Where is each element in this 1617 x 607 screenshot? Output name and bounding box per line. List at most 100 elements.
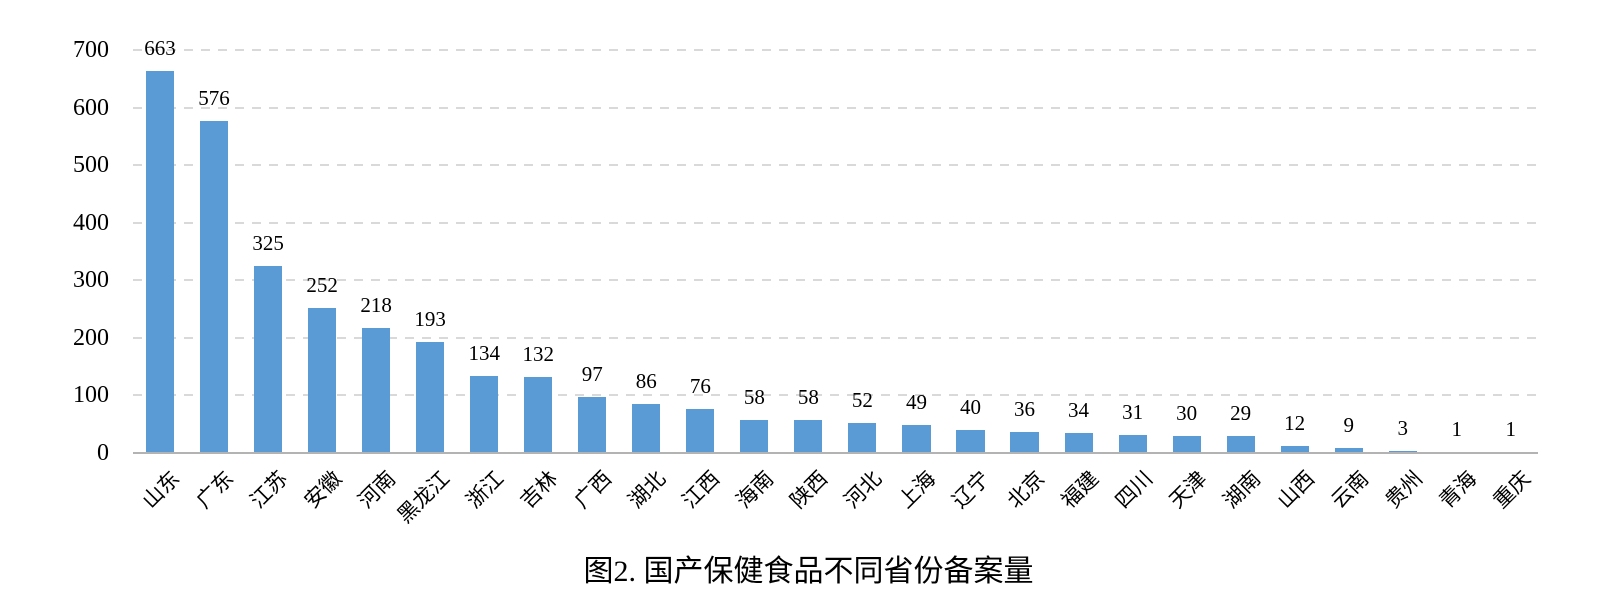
bar-云南 bbox=[1334, 447, 1363, 453]
bar-湖南 bbox=[1226, 436, 1255, 453]
bar-slot: 34 bbox=[1052, 50, 1106, 453]
bar-广西 bbox=[578, 397, 607, 453]
bar-series: 663 576 325 252 218 193 134 132 97 86 76 58 58 52 49 40… bbox=[133, 38, 1538, 453]
bar-value-label: 9 bbox=[1343, 412, 1354, 437]
x-tick-label-河南: 河南 bbox=[353, 466, 401, 513]
bar-海南 bbox=[740, 419, 769, 453]
y-tick-label-100: 100 bbox=[73, 382, 109, 409]
x-label-slot: 上海 bbox=[889, 455, 943, 550]
x-tick-label-四川: 四川 bbox=[1110, 466, 1157, 513]
bar-slot: 52 bbox=[835, 50, 889, 453]
bar-value-label: 76 bbox=[689, 374, 711, 399]
bar-北京 bbox=[1010, 432, 1039, 453]
bar-辽宁 bbox=[956, 429, 985, 453]
x-tick-label-福建: 福建 bbox=[1056, 466, 1103, 513]
bar-value-label: 34 bbox=[1068, 398, 1090, 423]
x-label-slot: 海南 bbox=[727, 455, 781, 550]
x-tick-label-陕西: 陕西 bbox=[785, 466, 833, 513]
x-axis-labels: 山东 广东 江苏 安徽 河南 黑龙江 浙江 吉林 广西 湖北 江西 海南 陕西 河北 上海 辽宁 北京 福建 四川天… bbox=[133, 455, 1538, 550]
plot-area: 0 100 200 300 400 500 600 700 663 576 325 252 218 19… bbox=[73, 38, 1538, 465]
bar-四川 bbox=[1118, 435, 1147, 453]
bar-slot: 218 bbox=[349, 50, 403, 453]
bar-slot: 30 bbox=[1160, 50, 1214, 453]
bar-山东 bbox=[145, 71, 175, 453]
x-tick-label-北京: 北京 bbox=[1002, 466, 1049, 513]
bar-value-label: 49 bbox=[905, 389, 927, 414]
x-tick-label-山东: 山东 bbox=[137, 466, 185, 513]
x-tick-label-安徽: 安徽 bbox=[299, 466, 347, 513]
bar-slot: 1 bbox=[1430, 50, 1484, 453]
x-tick-label-吉林: 吉林 bbox=[515, 466, 563, 513]
x-label-slot: 浙江 bbox=[457, 455, 511, 550]
x-label-slot: 黑龙江 bbox=[393, 455, 457, 550]
bar-slot: 252 bbox=[295, 50, 349, 453]
gridline-400 bbox=[133, 221, 1538, 224]
bar-浙江 bbox=[470, 375, 499, 453]
x-label-slot: 安徽 bbox=[295, 455, 349, 550]
bar-slot: 86 bbox=[619, 50, 673, 453]
bar-value-label: 134 bbox=[468, 340, 500, 365]
bar-value-label: 52 bbox=[851, 388, 873, 413]
x-tick-label-重庆: 重庆 bbox=[1488, 466, 1536, 513]
bar-slot: 325 bbox=[241, 50, 295, 453]
bar-slot: 76 bbox=[673, 50, 727, 453]
y-tick-label-0: 0 bbox=[97, 440, 109, 466]
x-label-slot: 河北 bbox=[835, 455, 889, 550]
bar-value-label: 29 bbox=[1230, 401, 1252, 426]
x-tick-label-河北: 河北 bbox=[840, 466, 887, 513]
bar-value-label: 132 bbox=[522, 342, 554, 367]
bar-value-label: 252 bbox=[306, 272, 338, 297]
bar-山西 bbox=[1280, 446, 1309, 453]
bar-上海 bbox=[902, 424, 931, 453]
x-tick-label-湖南: 湖南 bbox=[1218, 466, 1265, 513]
x-label-slot: 江西 bbox=[673, 455, 727, 550]
y-tick-label-700: 700 bbox=[73, 37, 109, 63]
y-tick-label-300: 300 bbox=[73, 267, 109, 294]
x-tick-label-上海: 上海 bbox=[894, 466, 941, 513]
gridline-100 bbox=[133, 394, 1538, 397]
gridline-200 bbox=[133, 336, 1538, 339]
bar-slot: 576 bbox=[187, 50, 241, 453]
bar-黑龙江 bbox=[416, 341, 445, 453]
x-label-slot: 山东 bbox=[133, 455, 187, 550]
bar-安徽 bbox=[308, 307, 337, 453]
chart-title: 图2. 国产保健食品不同省份备案量 bbox=[583, 555, 1034, 588]
x-label-slot: 贵州 bbox=[1376, 455, 1430, 550]
x-tick-label-辽宁: 辽宁 bbox=[948, 466, 995, 513]
bar-value-label: 218 bbox=[360, 292, 392, 317]
bar-value-label: 58 bbox=[743, 384, 765, 409]
bar-value-label: 12 bbox=[1284, 411, 1306, 436]
bar-河南 bbox=[362, 327, 391, 453]
bar-slot: 49 bbox=[889, 50, 943, 453]
bar-江苏 bbox=[254, 265, 283, 453]
x-label-slot: 北京 bbox=[998, 455, 1052, 550]
bar-slot: 29 bbox=[1214, 50, 1268, 453]
x-tick-label-贵州: 贵州 bbox=[1380, 466, 1427, 513]
x-tick-label-广东: 广东 bbox=[191, 466, 239, 513]
x-label-slot: 福建 bbox=[1052, 455, 1106, 550]
x-label-slot: 重庆 bbox=[1484, 455, 1538, 550]
y-tick-label-500: 500 bbox=[73, 152, 109, 179]
bar-陕西 bbox=[794, 419, 823, 453]
x-tick-label-江苏: 江苏 bbox=[245, 466, 293, 513]
x-label-slot: 广东 bbox=[187, 455, 241, 550]
x-label-slot: 吉林 bbox=[511, 455, 565, 550]
x-label-slot: 湖北 bbox=[619, 455, 673, 550]
bar-slot: 193 bbox=[403, 50, 457, 453]
x-tick-label-山西: 山西 bbox=[1272, 466, 1319, 513]
x-tick-label-广西: 广西 bbox=[569, 466, 617, 513]
bar-value-label: 1 bbox=[1505, 417, 1517, 442]
y-tick-label-400: 400 bbox=[73, 209, 109, 236]
x-tick-label-浙江: 浙江 bbox=[461, 466, 509, 513]
bar-value-label: 1 bbox=[1451, 417, 1463, 442]
x-tick-label-江西: 江西 bbox=[677, 466, 725, 513]
bar-福建 bbox=[1064, 433, 1093, 453]
x-label-slot: 山西 bbox=[1268, 455, 1322, 550]
gridline-500 bbox=[133, 164, 1538, 167]
bar-slot: 9 bbox=[1322, 50, 1376, 453]
y-tick-label-600: 600 bbox=[73, 94, 109, 121]
gridline-700 bbox=[133, 49, 1538, 51]
x-label-slot: 天津 bbox=[1160, 455, 1214, 550]
bar-slot: 40 bbox=[943, 50, 997, 453]
bar-slot: 3 bbox=[1376, 50, 1430, 453]
